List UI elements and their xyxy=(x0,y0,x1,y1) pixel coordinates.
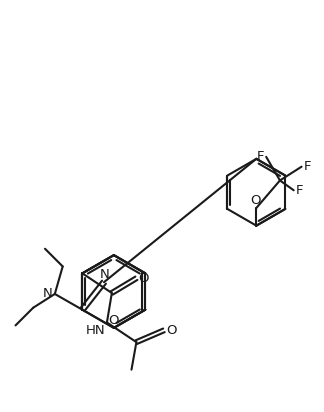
Text: F: F xyxy=(304,160,311,173)
Text: N: N xyxy=(100,268,110,281)
Text: F: F xyxy=(296,184,303,197)
Text: O: O xyxy=(250,194,260,207)
Text: HN: HN xyxy=(85,324,105,337)
Text: F: F xyxy=(257,150,264,163)
Text: O: O xyxy=(109,314,119,327)
Text: N: N xyxy=(43,288,53,300)
Text: O: O xyxy=(166,324,176,337)
Text: O: O xyxy=(138,272,149,285)
